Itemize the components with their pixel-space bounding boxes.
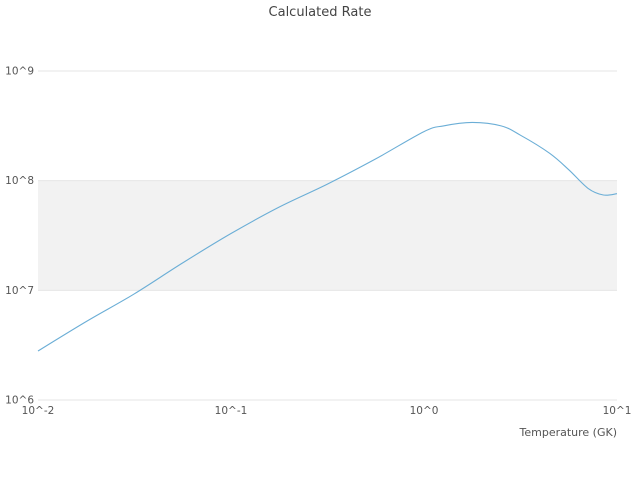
x-tick-label: 10^-2: [22, 405, 55, 417]
shaded-band: [38, 180, 617, 291]
y-tick-label: 10^9: [5, 66, 34, 78]
series-line: [37, 121, 618, 352]
x-tick-label: 10^-1: [215, 405, 248, 417]
x-tick-label: 10^1: [603, 405, 632, 417]
rate-curve: [37, 121, 618, 352]
chart-title: Calculated Rate: [269, 5, 372, 20]
gridlines: [38, 70, 617, 401]
x-axis-ticks: 10^-2 10^-1 10^0 10^1: [22, 405, 632, 417]
y-tick-label: 10^7: [5, 285, 34, 297]
y-tick-label: 10^8: [5, 175, 34, 187]
y-tick-label: 10^6: [5, 395, 34, 407]
x-tick-label: 10^0: [410, 405, 439, 417]
y-axis-ticks: 10^6 10^7 10^8 10^9: [5, 66, 34, 407]
x-axis-label: Temperature (GK): [519, 426, 618, 439]
band-rect: [38, 180, 617, 291]
